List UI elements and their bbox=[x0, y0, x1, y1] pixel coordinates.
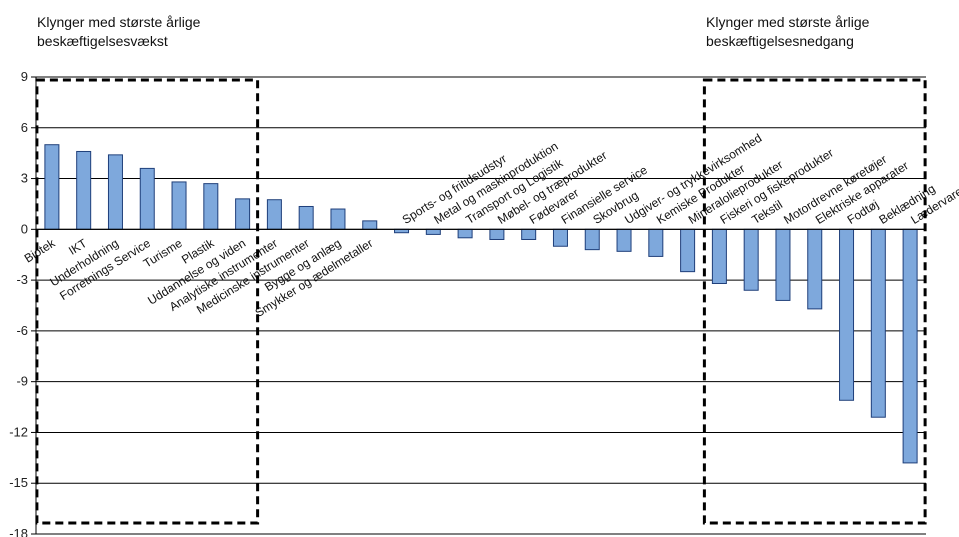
bar bbox=[203, 183, 219, 230]
bar bbox=[235, 198, 251, 230]
bar bbox=[648, 228, 664, 257]
highlight-box bbox=[702, 78, 927, 525]
y-tick-label: -12 bbox=[9, 424, 28, 439]
highlight-boxes bbox=[35, 78, 927, 525]
bar bbox=[711, 228, 727, 284]
bar bbox=[616, 228, 632, 252]
y-tick-label: -18 bbox=[9, 526, 28, 537]
bar bbox=[521, 228, 537, 240]
bar bbox=[425, 228, 441, 235]
bar bbox=[171, 181, 187, 230]
y-tick-label: 9 bbox=[21, 69, 28, 84]
y-tick-label: 6 bbox=[21, 120, 28, 135]
annotation-decline-line1: Klynger med største årlige bbox=[706, 14, 870, 30]
annotation-decline-line2: beskæftigelsesnedgang bbox=[706, 33, 854, 49]
bar bbox=[107, 154, 123, 230]
y-tick-label: 3 bbox=[21, 171, 28, 186]
y-axis-ticks: 9 6 3 0 -3 -6 -9 -12 -15 -18 bbox=[9, 69, 36, 537]
annotation-growth-line2: beskæftigelsesvækst bbox=[37, 33, 168, 49]
bar bbox=[552, 228, 568, 247]
bar bbox=[775, 228, 791, 301]
bar bbox=[362, 220, 378, 230]
bar bbox=[902, 228, 918, 464]
y-tick-label: -9 bbox=[16, 374, 28, 389]
bar bbox=[743, 228, 759, 291]
bar bbox=[584, 228, 600, 251]
bars bbox=[44, 144, 918, 464]
bar bbox=[489, 228, 505, 240]
bar bbox=[298, 205, 314, 230]
y-tick-label: 0 bbox=[21, 221, 28, 236]
annotation-growth-line1: Klynger med største årlige bbox=[37, 14, 201, 30]
y-tick-label: -15 bbox=[9, 475, 28, 490]
annotation-decline: Klynger med største årlige beskæftigelse… bbox=[706, 13, 869, 51]
highlight-box bbox=[35, 78, 260, 525]
bar bbox=[457, 228, 473, 239]
bar bbox=[139, 167, 155, 230]
bar bbox=[330, 208, 346, 230]
annotation-growth: Klynger med største årlige beskæftigelse… bbox=[37, 13, 200, 51]
bar bbox=[807, 228, 823, 310]
bar bbox=[266, 199, 282, 230]
bar bbox=[870, 228, 886, 418]
y-tick-label: -3 bbox=[16, 272, 28, 287]
y-tick-label: -6 bbox=[16, 323, 28, 338]
category-label: Biotek bbox=[22, 235, 59, 265]
bar bbox=[839, 228, 855, 401]
bar bbox=[76, 150, 92, 230]
bar bbox=[680, 228, 696, 273]
bar bbox=[44, 144, 60, 230]
